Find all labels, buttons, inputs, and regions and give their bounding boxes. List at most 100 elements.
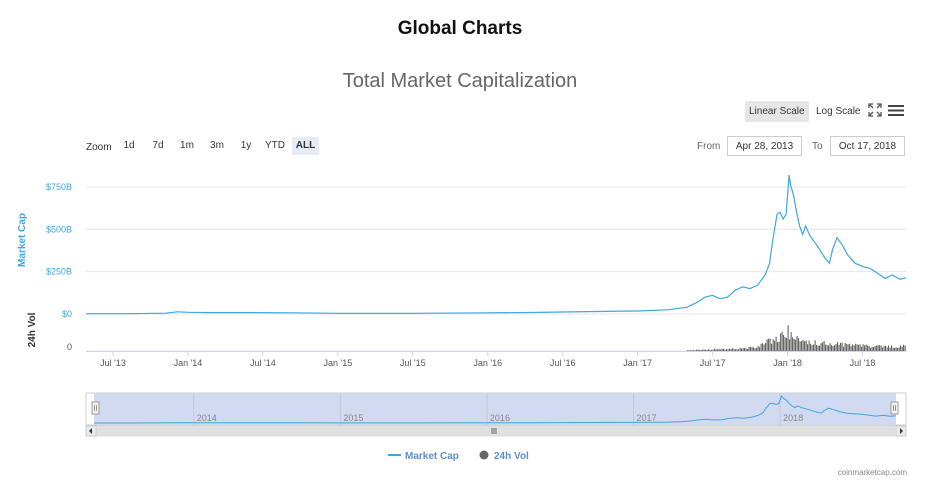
volume-bar	[772, 339, 774, 351]
volume-bar	[835, 344, 837, 351]
volume-bar	[823, 341, 825, 351]
volume-bar	[744, 348, 746, 351]
volume-bar	[762, 343, 764, 351]
menu-icon[interactable]	[888, 104, 904, 117]
legend-volume-label: 24h Vol	[494, 451, 529, 462]
fullscreen-icon[interactable]	[868, 103, 882, 117]
volume-bar	[757, 345, 759, 351]
volume-bar	[750, 346, 752, 351]
volume-bar	[817, 345, 819, 351]
zoom-1y-button[interactable]: 1y	[240, 140, 252, 151]
volume-bar	[687, 350, 689, 351]
navigator-year-label: 2015	[343, 413, 363, 423]
volume-bar	[691, 350, 693, 351]
zoom-3m-button[interactable]: 3m	[210, 140, 224, 151]
to-label: To	[812, 141, 823, 152]
volume-bar	[735, 349, 737, 351]
volume-bar	[766, 339, 768, 351]
volume-bar	[775, 336, 777, 351]
zoom-7d-button[interactable]: 7d	[152, 140, 164, 151]
log-scale-button[interactable]: Log Scale	[816, 106, 861, 117]
navigator-year-label: 2014	[197, 413, 217, 423]
market-cap-y-axis: $0 $250B $500B $750B	[46, 182, 72, 319]
volume-bar	[897, 347, 899, 351]
volume-series	[687, 325, 906, 351]
volume-bar	[891, 345, 893, 351]
volume-bar	[808, 340, 810, 351]
volume-bar	[865, 344, 867, 351]
scroll-right-button[interactable]	[895, 425, 907, 437]
x-tick-label: Jul '18	[850, 358, 876, 368]
volume-bar	[769, 338, 771, 351]
volume-bar	[799, 341, 801, 351]
volume-bar	[711, 350, 713, 351]
to-date-input[interactable]: Oct 17, 2018	[830, 136, 905, 156]
volume-bar	[831, 345, 833, 351]
scrollbar-grip-icon	[491, 428, 497, 434]
volume-bar	[756, 348, 758, 351]
volume-bar	[868, 346, 870, 351]
navigator-line	[94, 394, 897, 424]
arrow-left-icon	[89, 428, 92, 434]
volume-bar	[894, 348, 896, 351]
volume-bar	[861, 346, 863, 351]
volume-bar	[832, 345, 834, 351]
volume-bar	[850, 346, 852, 351]
navigator-right-handle[interactable]	[890, 401, 899, 415]
volume-bar	[886, 347, 888, 351]
volume-bar	[826, 345, 828, 351]
volume-bar	[841, 342, 843, 351]
volume-axis-title: 24h Vol	[27, 312, 38, 347]
volume-bar	[873, 347, 875, 351]
zoom-ytd-button[interactable]: YTD	[265, 140, 285, 151]
volume-bar	[870, 347, 872, 351]
volume-bar	[699, 349, 701, 351]
x-tick-label: Jul '17	[700, 358, 726, 368]
volume-bar	[798, 338, 800, 351]
navigator-selection[interactable]	[94, 393, 896, 425]
x-tick-label: Jan '15	[323, 358, 352, 368]
volume-bar	[721, 348, 723, 351]
from-date-input[interactable]: Apr 28, 2013	[727, 136, 802, 156]
volume-bar	[804, 341, 806, 351]
volume-bar	[892, 347, 894, 351]
x-tick-label: Jul '15	[400, 358, 426, 368]
volume-bar	[702, 349, 704, 351]
volume-bar	[889, 347, 891, 351]
y-tick-label: $250B	[46, 267, 72, 277]
volume-bar	[705, 349, 707, 351]
volume-bar	[871, 346, 873, 351]
volume-bar	[724, 349, 726, 351]
credits-link[interactable]: coinmarketcap.com	[837, 468, 907, 477]
market-cap-line	[86, 175, 907, 315]
scroll-left-button[interactable]	[85, 425, 97, 437]
volume-bar	[688, 350, 690, 351]
grid-lines	[86, 186, 906, 352]
volume-bar	[783, 334, 785, 351]
volume-bar	[751, 347, 753, 351]
zoom-all-button[interactable]: ALL	[292, 137, 319, 155]
volume-bar	[859, 344, 861, 351]
legend-market-cap-label: Market Cap	[405, 451, 459, 462]
volume-bar	[690, 350, 692, 351]
linear-scale-button[interactable]: Linear Scale	[745, 101, 809, 122]
navigator-left-handle[interactable]	[91, 401, 100, 415]
volume-bar	[736, 349, 738, 351]
legend-volume[interactable]: 24h Vol	[479, 450, 530, 463]
scrollbar-thumb[interactable]	[95, 426, 895, 436]
volume-bar	[748, 347, 750, 351]
legend-market-cap[interactable]: Market Cap	[388, 451, 459, 462]
volume-bar	[694, 350, 696, 351]
volume-bar	[732, 348, 734, 351]
volume-bar	[706, 349, 708, 351]
zoom-1d-button[interactable]: 1d	[123, 140, 135, 151]
volume-bar	[810, 343, 812, 351]
volume-bar	[882, 347, 884, 351]
volume-bar	[712, 349, 714, 351]
zoom-1m-button[interactable]: 1m	[180, 140, 194, 151]
navigator-year-label: 2018	[783, 413, 803, 423]
volume-bar	[784, 337, 786, 351]
volume-bar	[718, 348, 720, 351]
navigator-year-label: 2017	[637, 413, 657, 423]
